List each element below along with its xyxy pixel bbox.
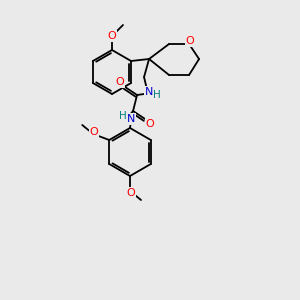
Text: O: O [186,36,194,46]
Text: N: N [145,87,153,97]
Text: O: O [146,119,154,129]
Text: O: O [127,188,135,198]
Text: O: O [108,31,116,41]
Text: H: H [119,111,127,121]
Text: H: H [153,90,161,100]
Text: N: N [127,114,135,124]
Text: O: O [90,127,99,137]
Text: O: O [116,77,124,87]
